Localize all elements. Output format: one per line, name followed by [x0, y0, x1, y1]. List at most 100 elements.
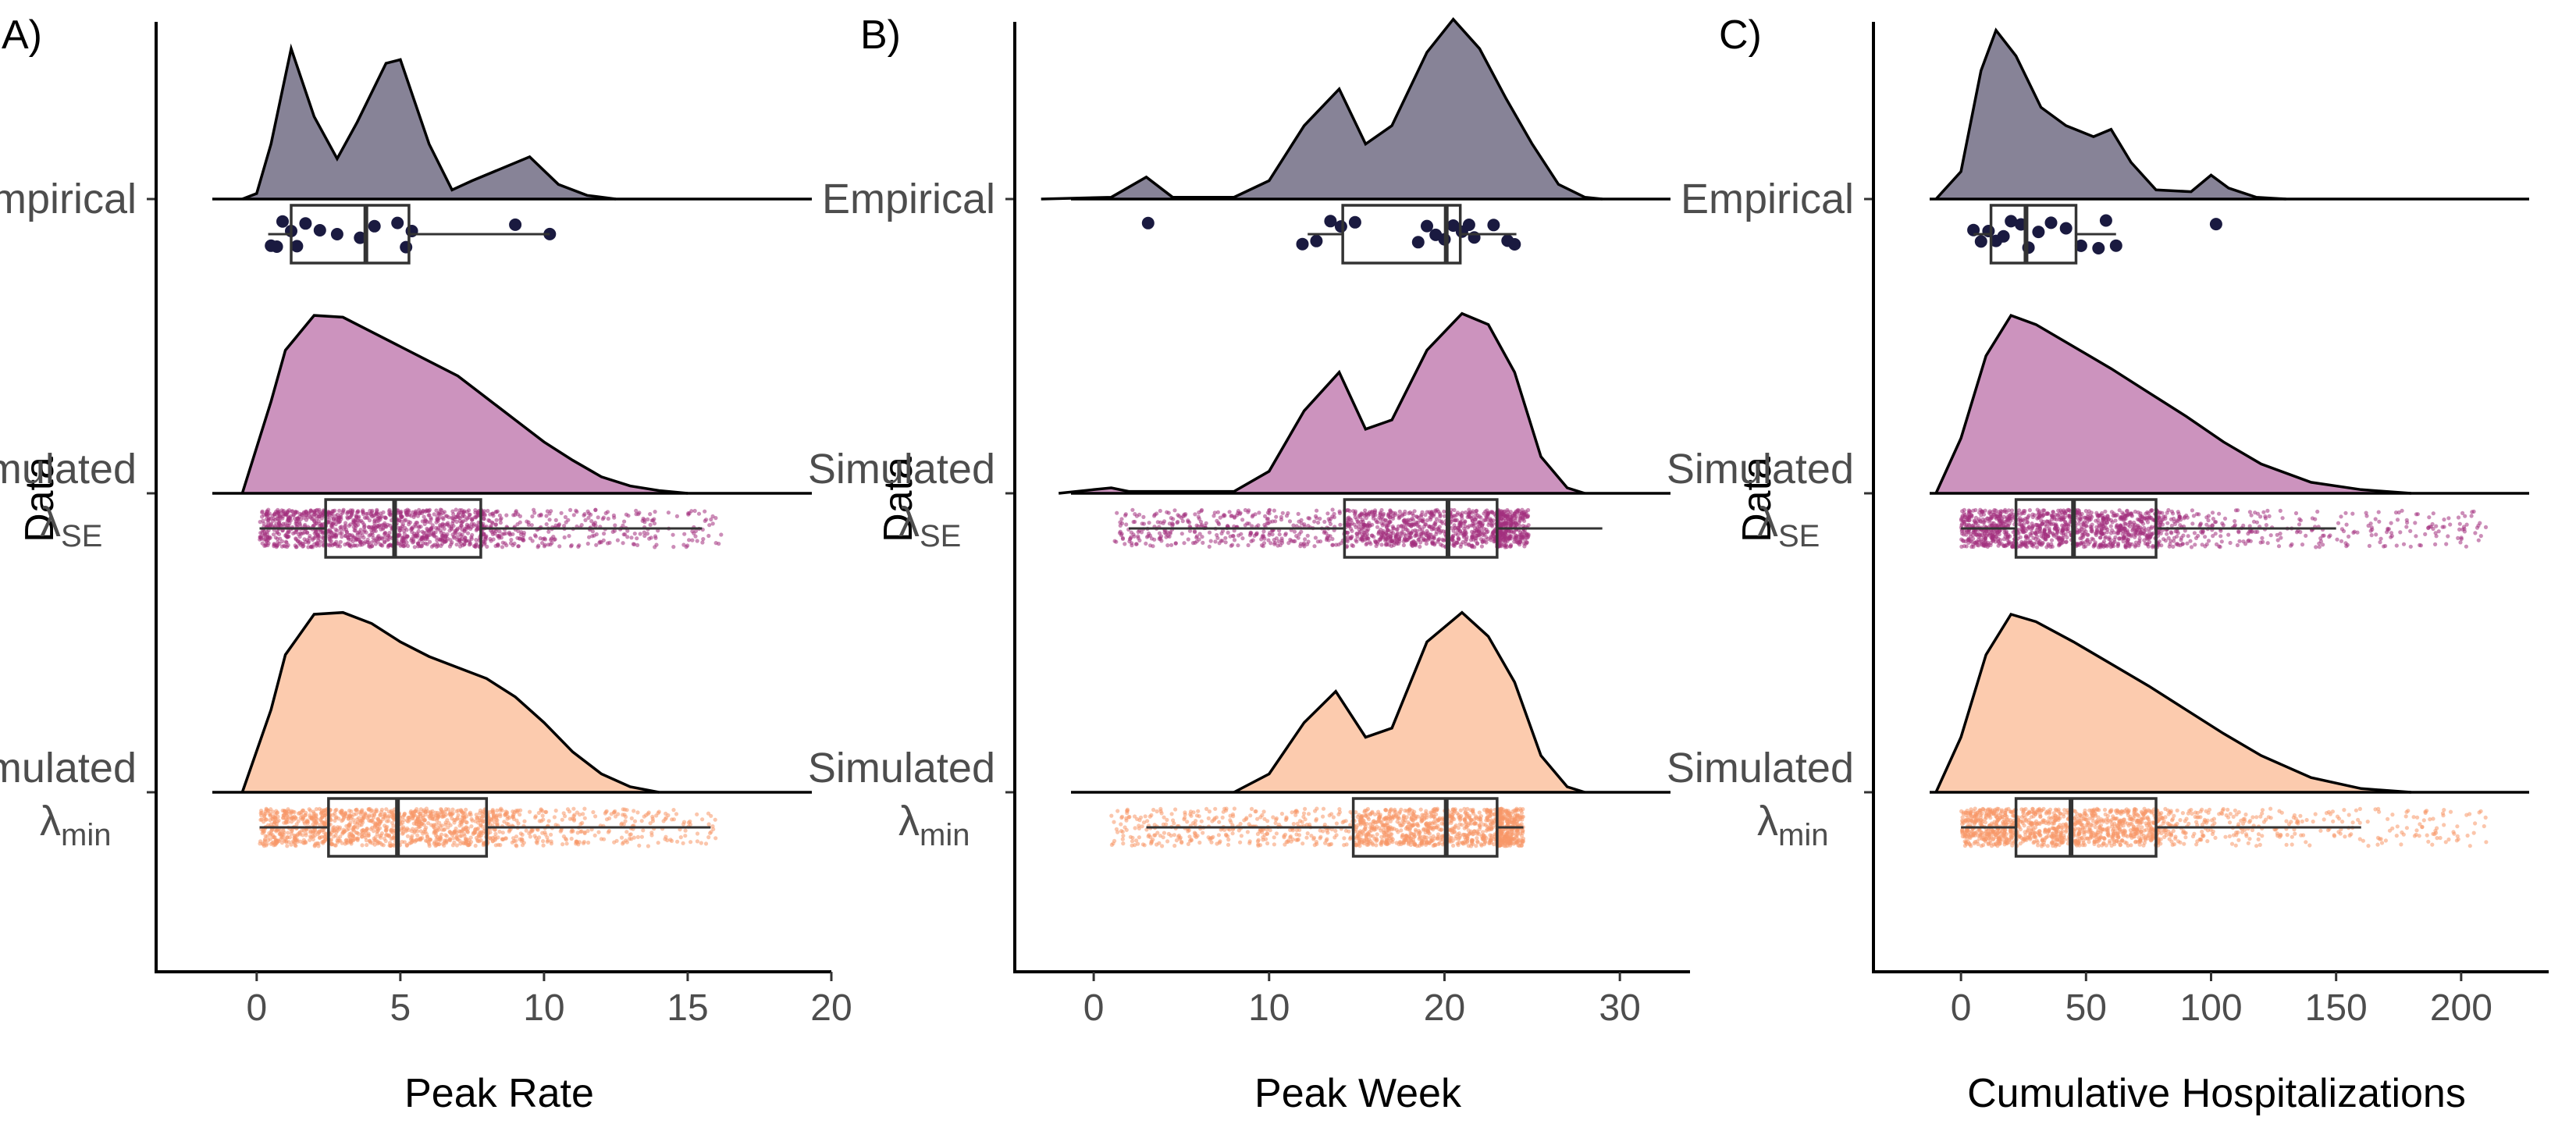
data-point — [433, 833, 439, 838]
data-point — [649, 535, 653, 540]
data-point — [693, 528, 699, 534]
data-point — [543, 227, 557, 240]
data-point — [1421, 538, 1425, 542]
data-point — [1197, 517, 1201, 521]
data-point — [432, 830, 438, 834]
data-point — [265, 542, 270, 548]
data-point — [684, 545, 688, 550]
data-point — [311, 517, 315, 521]
data-point — [317, 510, 322, 514]
data-point — [546, 819, 551, 823]
data-point — [372, 513, 377, 518]
data-point — [621, 541, 625, 546]
data-point — [485, 544, 489, 550]
data-point — [469, 824, 474, 829]
data-point — [663, 816, 667, 822]
data-point — [1525, 533, 1529, 538]
data-point — [276, 518, 281, 522]
data-point — [1305, 533, 1310, 538]
data-point — [571, 806, 576, 811]
lambda-subscript: min — [61, 818, 111, 852]
data-point — [1183, 513, 1187, 518]
data-point — [1305, 542, 1310, 546]
data-point — [262, 820, 266, 824]
data-point — [259, 813, 264, 818]
data-point — [695, 539, 699, 543]
data-point — [1230, 831, 1235, 836]
data-point — [631, 542, 636, 546]
data-point — [399, 826, 404, 831]
data-point — [405, 510, 410, 515]
data-point — [498, 521, 503, 525]
data-point — [350, 834, 355, 838]
data-point — [703, 518, 707, 524]
data-point — [1193, 512, 1197, 517]
data-point — [291, 531, 296, 536]
data-point — [512, 809, 517, 815]
data-point — [563, 836, 568, 841]
data-point — [415, 541, 420, 546]
data-point — [354, 537, 359, 542]
data-point — [706, 811, 711, 816]
data-point — [1168, 531, 1172, 536]
data-point — [400, 522, 406, 527]
data-point — [503, 541, 507, 546]
data-point — [385, 832, 390, 837]
data-point — [310, 545, 315, 550]
data-point — [1246, 542, 1251, 548]
data-point — [1502, 509, 1507, 514]
data-point — [514, 843, 518, 848]
data-point — [1197, 532, 1202, 536]
data-point — [321, 535, 326, 539]
data-point — [1518, 515, 1523, 520]
data-point — [665, 838, 670, 843]
data-point — [1280, 510, 1285, 515]
data-point — [701, 537, 706, 542]
data-point — [639, 834, 645, 839]
data-point — [1401, 542, 1406, 548]
data-point — [1379, 527, 1383, 532]
data-point — [1378, 510, 1382, 515]
data-point — [607, 816, 612, 820]
data-point — [1458, 520, 1464, 525]
data-point — [1199, 819, 1204, 823]
data-point — [1322, 530, 1326, 535]
data-point — [563, 514, 568, 520]
data-point — [360, 834, 365, 839]
data-point — [335, 528, 340, 533]
data-point — [399, 514, 404, 519]
data-point — [486, 518, 491, 523]
data-point — [406, 519, 411, 525]
data-point — [1460, 514, 1464, 518]
data-point — [327, 543, 333, 548]
data-point — [568, 507, 573, 513]
data-point — [564, 841, 569, 846]
data-point — [475, 816, 479, 820]
data-point — [532, 507, 536, 512]
data-point — [1272, 508, 1276, 513]
data-point — [1230, 533, 1235, 539]
data-point — [1348, 809, 1353, 814]
data-point — [642, 533, 647, 539]
data-point — [424, 825, 429, 830]
data-point — [1414, 532, 1418, 537]
data-point — [1140, 521, 1144, 526]
data-point — [378, 511, 382, 516]
data-point — [481, 539, 486, 544]
data-point — [286, 542, 290, 548]
data-point — [265, 841, 269, 846]
data-point — [1470, 543, 1475, 548]
data-point — [342, 527, 347, 532]
data-point — [1509, 529, 1514, 534]
data-point — [474, 528, 479, 533]
data-point — [1292, 529, 1297, 534]
density-line — [241, 43, 617, 201]
data-point — [1467, 507, 1471, 512]
data-point — [311, 513, 316, 518]
data-point — [1507, 536, 1512, 541]
data-point — [390, 830, 395, 834]
data-point — [343, 521, 348, 525]
data-point — [263, 811, 268, 816]
data-point — [469, 816, 474, 821]
data-point — [498, 812, 503, 816]
